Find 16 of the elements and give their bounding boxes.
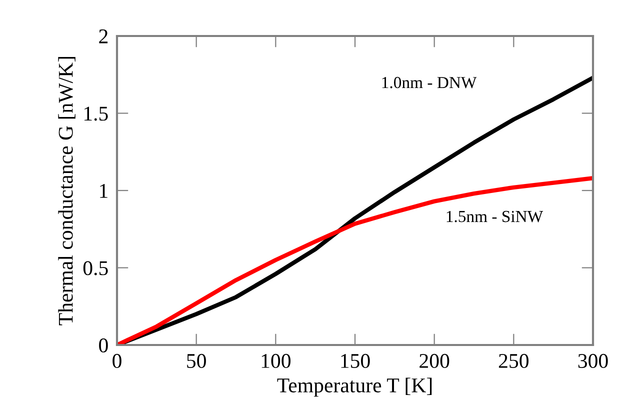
y-tick-label: 2 [99, 29, 108, 44]
x-tick-label: 250 [498, 354, 528, 368]
y-tick-label: 1 [100, 184, 108, 198]
y-axis-title: Thermal conductance G [nW/K] [58, 56, 76, 326]
text: 1.0nm - DNW [382, 76, 477, 88]
x-axis-title: Temperature T [K] [277, 378, 432, 397]
series-label: 1.5nm - SiNW [446, 210, 544, 222]
y-tick-label: 1.5 [84, 106, 108, 121]
x-tick-label: 150 [341, 354, 370, 368]
y-tick-label: 0.5 [83, 261, 108, 276]
x-tick-label: 0 [112, 354, 122, 368]
x-tick-label: 200 [420, 354, 450, 368]
x-tick-label: 100 [262, 354, 290, 368]
y-tick-label: 0 [99, 338, 108, 352]
x-tick-label: 50 [187, 354, 206, 368]
x-tick-label: 300 [578, 354, 608, 368]
